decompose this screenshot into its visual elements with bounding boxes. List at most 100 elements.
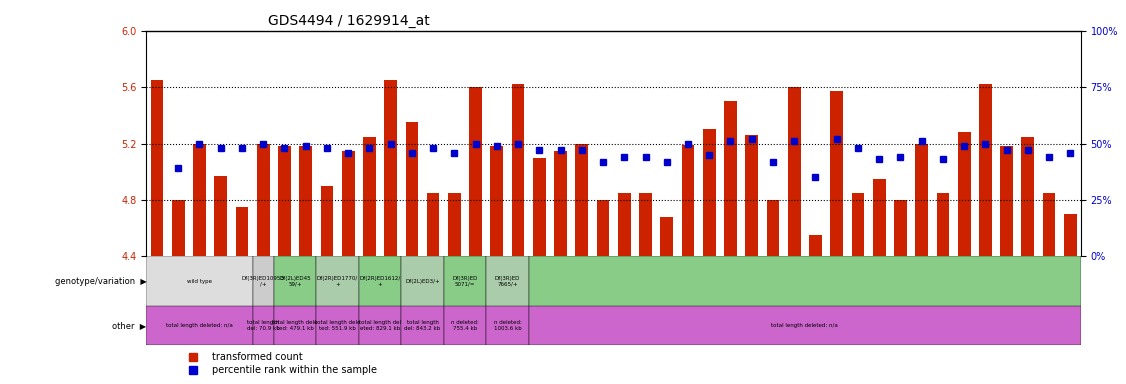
Text: Df(2L)ED3/+: Df(2L)ED3/+ [405,279,440,284]
Text: GSM848344: GSM848344 [604,259,608,293]
Bar [470,87,482,257]
Bar [401,306,444,344]
Bar [533,158,546,257]
Text: GSM848330: GSM848330 [752,259,757,293]
Bar [257,144,269,257]
Bar [316,257,359,306]
Text: Df(2R)ED1770/
+: Df(2R)ED1770/ + [316,276,358,286]
Text: GSM848319: GSM848319 [157,259,162,293]
Text: GSM848359: GSM848359 [327,259,332,293]
Text: GSM848343: GSM848343 [794,259,799,293]
Bar [810,235,822,257]
Bar [214,176,227,257]
Bar [146,257,252,306]
Text: Df(3R)ED
7665/+: Df(3R)ED 7665/+ [494,276,520,286]
Bar [681,145,695,257]
Text: GSM848346: GSM848346 [901,259,905,293]
Text: GSM848336: GSM848336 [731,259,735,293]
Text: GSM848354: GSM848354 [1049,259,1054,293]
Text: GSM848327: GSM848327 [412,259,417,293]
Text: GSM848357: GSM848357 [667,259,672,293]
Text: total length deleted: n/a: total length deleted: n/a [771,323,838,328]
Bar [427,193,439,257]
Bar [194,144,206,257]
Bar [363,137,376,257]
Text: GSM848358: GSM848358 [391,259,395,293]
Bar [830,91,843,257]
Text: GDS4494 / 1629914_at: GDS4494 / 1629914_at [268,14,430,28]
Bar [1064,214,1076,257]
Bar [384,80,397,257]
Bar [274,306,316,344]
Bar [151,80,163,257]
Text: GSM848341: GSM848341 [858,259,863,293]
Text: genotype/variation  ▶: genotype/variation ▶ [54,276,146,286]
Bar [146,306,252,344]
Bar [252,257,274,306]
Text: GSM848321: GSM848321 [199,259,205,293]
Text: GSM848353: GSM848353 [1071,259,1075,293]
Text: GSM848322: GSM848322 [221,259,225,293]
Text: GSM848350: GSM848350 [879,259,884,293]
Bar [300,146,312,257]
Text: GSM848349: GSM848349 [922,259,927,293]
Bar [486,306,529,344]
Text: GSM848356: GSM848356 [985,259,991,293]
Text: GSM848335: GSM848335 [709,259,714,293]
Bar [401,257,444,306]
Text: total length del
eted: 829.1 kb: total length del eted: 829.1 kb [359,320,401,331]
Text: GSM848352: GSM848352 [1007,259,1011,293]
Text: Df(3R)ED
5071/=: Df(3R)ED 5071/= [453,276,477,286]
Bar [529,257,1081,306]
Text: n deleted:
1003.6 kb: n deleted: 1003.6 kb [493,320,521,331]
Text: Df(3R)ED10953
/+: Df(3R)ED10953 /+ [242,276,285,286]
Bar [618,193,631,257]
Bar [252,306,274,344]
Bar [724,101,736,257]
Text: total length dele
ted: 479.1 kb: total length dele ted: 479.1 kb [272,320,318,331]
Text: GSM848328: GSM848328 [475,259,481,293]
Text: GSM848331: GSM848331 [305,259,311,293]
Bar [703,129,716,257]
Text: GSM848347: GSM848347 [964,259,969,293]
Text: GSM848351: GSM848351 [624,259,629,293]
Text: GSM848342: GSM848342 [837,259,842,293]
Bar [342,151,355,257]
Bar [958,132,971,257]
Text: GSM848362: GSM848362 [582,259,587,293]
Text: GSM848348: GSM848348 [942,259,948,293]
Bar [486,257,529,306]
Text: GSM848324: GSM848324 [263,259,268,293]
Bar [448,193,461,257]
Bar [274,257,316,306]
Bar [873,179,885,257]
Bar [359,257,401,306]
Bar [491,146,503,257]
Bar [640,193,652,257]
Bar [597,200,609,257]
Text: GSM848325: GSM848325 [285,259,289,293]
Text: total length deleted: n/a: total length deleted: n/a [166,323,233,328]
Bar [172,200,185,257]
Bar [278,146,291,257]
Text: GSM848360: GSM848360 [455,259,459,293]
Text: Df(2L)ED45
59/+: Df(2L)ED45 59/+ [279,276,311,286]
Text: total length
del: 70.9 kb: total length del: 70.9 kb [247,320,279,331]
Text: GSM848323: GSM848323 [242,259,247,293]
Bar [554,151,568,257]
Text: GSM848345: GSM848345 [645,259,651,293]
Text: other  ▶: other ▶ [113,321,146,330]
Text: Df(2R)ED1612/
+: Df(2R)ED1612/ + [359,276,401,286]
Text: GSM848334: GSM848334 [369,259,375,293]
Bar [788,87,801,257]
Bar [660,217,673,257]
Bar [745,135,758,257]
Text: GSM848338: GSM848338 [434,259,438,293]
Text: GSM848329: GSM848329 [539,259,544,293]
Text: GSM848340: GSM848340 [561,259,565,293]
Text: total length
del: 843.2 kb: total length del: 843.2 kb [404,320,440,331]
Bar [321,186,333,257]
Bar [575,144,588,257]
Text: GSM848361: GSM848361 [518,259,524,293]
Bar [937,193,949,257]
